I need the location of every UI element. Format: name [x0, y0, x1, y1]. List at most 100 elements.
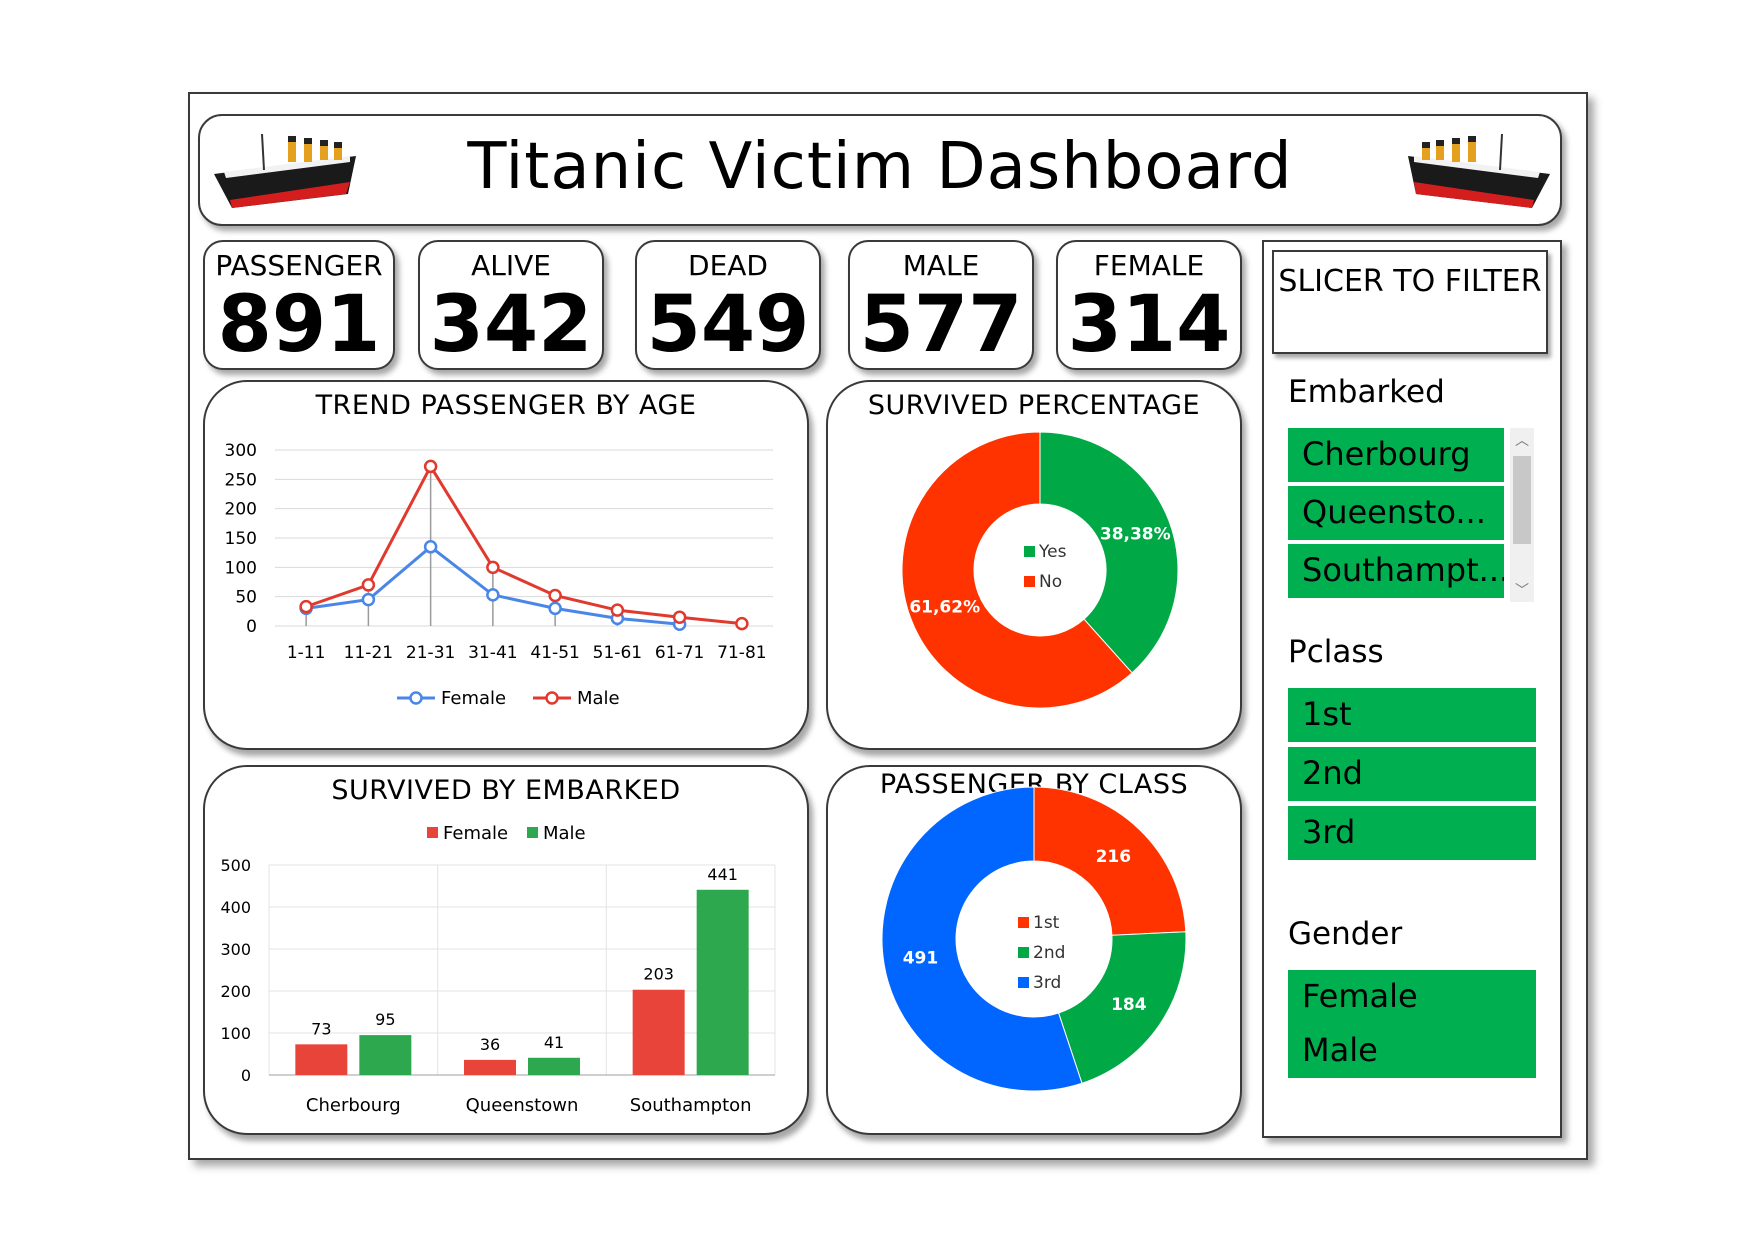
slicer-item-queenstown[interactable]: Queensto... — [1288, 486, 1504, 540]
ship-icon-right — [1408, 133, 1550, 208]
slicer-group-embarked-title: Embarked — [1288, 374, 1445, 410]
panel-survived-embarked: SURVIVED BY EMBARKED 0 100 200 300 400 500 73 9… — [203, 765, 809, 1135]
data-point — [486, 588, 500, 602]
slice-data-label: 184 — [1111, 995, 1147, 1015]
legend-marker — [545, 691, 559, 705]
kpi-female: FEMALE 314 — [1056, 240, 1242, 370]
kpi-value: 342 — [429, 280, 593, 370]
legend-marker — [409, 691, 423, 705]
class-donut-chart: 216 184 491 1st 2nd 3rd — [881, 786, 1187, 1092]
bar-male — [359, 1035, 412, 1075]
data-point — [486, 560, 500, 575]
kpi-value: 549 — [646, 280, 810, 370]
x-tick-label: 41-51 — [530, 643, 579, 663]
data-point — [423, 540, 438, 554]
data-point — [361, 578, 376, 592]
legend-swatch — [1024, 576, 1035, 587]
x-tick-label: 11-21 — [344, 643, 393, 663]
title-bar: Titanic Victim Dashboard — [198, 114, 1562, 226]
kpi-value: 891 — [217, 280, 381, 370]
data-point — [299, 599, 313, 614]
slicer-item-cherbourg[interactable]: Cherbourg — [1288, 428, 1504, 482]
legend-swatch — [427, 827, 438, 838]
slice-2nd — [1057, 931, 1187, 1084]
kpi-label: ALIVE — [471, 249, 551, 282]
x-tick-label: 61-71 — [655, 643, 704, 663]
legend-label: Female — [443, 823, 508, 844]
y-tick-label: 100 — [225, 558, 257, 578]
legend-label: 1st — [1033, 913, 1060, 933]
slice-data-label: 38,38% — [1100, 525, 1171, 545]
slicer-item-southampton[interactable]: Southampt... — [1288, 544, 1504, 598]
bar-data-label: 41 — [544, 1033, 564, 1052]
bar-female — [464, 1059, 516, 1075]
y-tick-label: 0 — [246, 617, 257, 637]
slicer-item-1st[interactable]: 1st — [1288, 688, 1536, 742]
slicer-item-male[interactable]: Male — [1288, 1024, 1536, 1078]
slicer-item-3rd[interactable]: 3rd — [1288, 806, 1536, 860]
chart-title: TREND PASSENGER BY AGE — [315, 390, 697, 421]
data-point — [735, 616, 749, 631]
legend-swatch — [1018, 917, 1029, 928]
bar-data-label: 441 — [707, 865, 738, 884]
kpi-label: FEMALE — [1093, 249, 1205, 282]
slice-data-label: 491 — [903, 948, 939, 968]
survived-donut-chart: 38,38% 61,62% Yes No — [901, 431, 1179, 709]
x-tick-label: 21-31 — [406, 643, 455, 663]
x-tick-label: Southampton — [630, 1095, 752, 1116]
slicer-item-female[interactable]: Female — [1288, 970, 1536, 1024]
slice-1st — [1033, 786, 1187, 936]
slicer-header: SLICER TO FILTER — [1272, 250, 1548, 354]
y-tick-label: 250 — [225, 470, 257, 490]
slicer-scrollbar[interactable]: ︿ ﹀ — [1510, 428, 1534, 602]
slicer-item-2nd[interactable]: 2nd — [1288, 747, 1536, 801]
legend-label: No — [1039, 572, 1062, 592]
y-tick-label: 300 — [225, 441, 257, 461]
ship-icon-left — [214, 133, 356, 208]
x-tick-label: 71-81 — [717, 643, 766, 663]
y-tick-label: 0 — [241, 1066, 251, 1085]
panel-trend-age: TREND PASSENGER BY AGE 0 50 100 150 200 250 30… — [203, 380, 809, 750]
data-point — [361, 592, 376, 607]
legend-label: 3rd — [1033, 973, 1061, 993]
data-point — [610, 603, 625, 617]
bar-male — [528, 1057, 580, 1075]
chart-title: SURVIVED BY EMBARKED — [331, 775, 681, 806]
chart-title: SURVIVED PERCENTAGE — [867, 390, 1201, 421]
slicer-group-gender-title: Gender — [1288, 916, 1403, 952]
y-tick-label: 500 — [220, 856, 251, 875]
bar-female — [295, 1044, 348, 1075]
scroll-up-icon[interactable]: ︿ — [1515, 433, 1529, 449]
series-line-male — [305, 463, 743, 626]
kpi-dead: DEAD 549 — [635, 240, 821, 370]
kpi-label: PASSENGER — [215, 249, 383, 282]
x-tick-label: 1-11 — [287, 643, 326, 663]
slice-data-label: 61,62% — [909, 597, 980, 617]
bar-data-label: 203 — [643, 965, 674, 984]
y-tick-label: 100 — [220, 1024, 251, 1043]
x-tick-label: 31-41 — [468, 643, 517, 663]
scroll-thumb[interactable] — [1513, 456, 1531, 544]
bar-data-label: 36 — [480, 1035, 500, 1054]
legend-label: Male — [543, 823, 586, 844]
data-point — [672, 610, 687, 624]
y-tick-label: 50 — [235, 588, 257, 608]
data-point — [548, 588, 562, 603]
y-tick-label: 200 — [225, 500, 257, 520]
y-tick-label: 150 — [225, 529, 257, 549]
bar-data-label: 73 — [311, 1019, 331, 1038]
data-point — [423, 459, 438, 474]
legend-swatch — [527, 827, 538, 838]
scroll-down-icon[interactable]: ﹀ — [1515, 583, 1529, 599]
slice-yes — [1039, 431, 1179, 674]
legend-swatch — [1024, 546, 1035, 557]
bar-male — [696, 889, 749, 1075]
data-point — [548, 601, 562, 616]
y-tick-label: 300 — [220, 940, 251, 959]
legend-swatch — [1018, 947, 1029, 958]
kpi-value: 577 — [859, 280, 1023, 370]
dashboard-title: Titanic Victim Dashboard — [467, 130, 1293, 204]
bar-female — [632, 989, 685, 1075]
line-chart: 0 50 100 150 200 250 300 1-11 11-21 21-31 31-41 41-… — [225, 441, 773, 709]
y-tick-label: 200 — [220, 982, 251, 1001]
